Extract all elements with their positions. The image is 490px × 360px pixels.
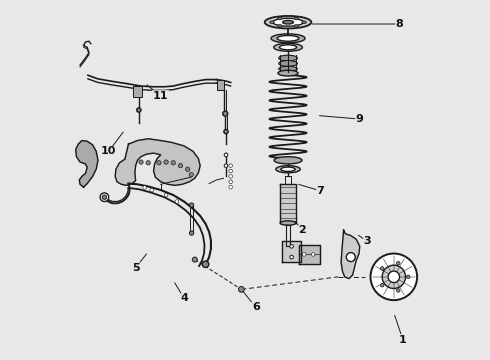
Text: 6: 6: [252, 302, 260, 312]
Ellipse shape: [277, 36, 299, 41]
Ellipse shape: [224, 130, 228, 134]
Ellipse shape: [370, 253, 417, 300]
Ellipse shape: [294, 17, 298, 20]
Ellipse shape: [224, 153, 228, 157]
Ellipse shape: [271, 34, 305, 43]
Ellipse shape: [276, 166, 300, 173]
Ellipse shape: [346, 253, 355, 262]
Polygon shape: [299, 244, 320, 264]
Ellipse shape: [157, 161, 161, 165]
Text: 9: 9: [356, 114, 364, 124]
Ellipse shape: [164, 193, 168, 197]
Ellipse shape: [279, 55, 297, 61]
Ellipse shape: [278, 17, 282, 20]
Text: 11: 11: [153, 91, 169, 101]
Ellipse shape: [283, 21, 294, 24]
Ellipse shape: [229, 164, 232, 167]
FancyBboxPatch shape: [217, 80, 224, 90]
Ellipse shape: [302, 253, 306, 256]
Ellipse shape: [137, 108, 141, 112]
Ellipse shape: [139, 160, 143, 164]
Text: 3: 3: [363, 236, 371, 246]
Ellipse shape: [279, 66, 297, 71]
Ellipse shape: [274, 157, 302, 164]
Ellipse shape: [146, 161, 150, 165]
Ellipse shape: [186, 167, 190, 171]
Polygon shape: [76, 140, 98, 187]
Ellipse shape: [294, 25, 298, 27]
Text: 8: 8: [395, 19, 403, 29]
Ellipse shape: [171, 161, 175, 165]
Ellipse shape: [380, 283, 384, 287]
Ellipse shape: [239, 287, 245, 292]
Ellipse shape: [190, 231, 194, 235]
Polygon shape: [282, 241, 301, 262]
Ellipse shape: [178, 163, 183, 168]
Ellipse shape: [388, 271, 399, 283]
Text: 7: 7: [317, 186, 324, 196]
Text: 10: 10: [101, 146, 117, 156]
Ellipse shape: [302, 21, 306, 23]
Ellipse shape: [279, 60, 297, 66]
Ellipse shape: [100, 193, 109, 202]
Ellipse shape: [229, 169, 232, 173]
Ellipse shape: [274, 43, 302, 51]
Ellipse shape: [382, 265, 406, 288]
Ellipse shape: [229, 180, 232, 184]
Ellipse shape: [223, 111, 228, 116]
Ellipse shape: [311, 253, 315, 256]
Ellipse shape: [290, 244, 294, 248]
Ellipse shape: [189, 172, 194, 177]
Ellipse shape: [278, 25, 282, 27]
Ellipse shape: [279, 45, 296, 50]
Ellipse shape: [143, 186, 147, 189]
Ellipse shape: [229, 175, 232, 178]
Ellipse shape: [150, 188, 153, 192]
Ellipse shape: [265, 16, 311, 28]
Ellipse shape: [278, 70, 298, 76]
Ellipse shape: [280, 221, 296, 225]
Ellipse shape: [102, 195, 107, 199]
Ellipse shape: [224, 164, 228, 167]
Ellipse shape: [190, 203, 194, 207]
Ellipse shape: [380, 267, 384, 270]
Ellipse shape: [290, 255, 294, 259]
Ellipse shape: [192, 257, 197, 262]
Ellipse shape: [281, 167, 295, 171]
Ellipse shape: [175, 200, 179, 203]
Ellipse shape: [202, 261, 209, 267]
Polygon shape: [115, 139, 200, 185]
Text: 1: 1: [399, 334, 407, 345]
Ellipse shape: [229, 185, 232, 189]
Polygon shape: [341, 230, 360, 279]
Ellipse shape: [270, 21, 274, 23]
Polygon shape: [280, 184, 296, 223]
Ellipse shape: [396, 261, 400, 265]
FancyBboxPatch shape: [133, 86, 142, 97]
Text: 5: 5: [132, 263, 140, 273]
Ellipse shape: [406, 275, 410, 279]
Ellipse shape: [396, 289, 400, 292]
Ellipse shape: [273, 18, 303, 26]
Ellipse shape: [164, 160, 168, 164]
Text: 4: 4: [180, 293, 188, 303]
Text: 2: 2: [298, 225, 306, 235]
